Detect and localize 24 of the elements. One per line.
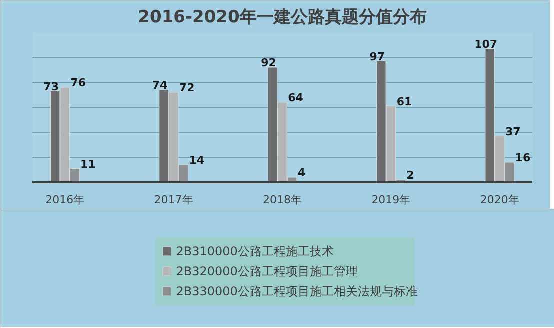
- data-label: 11: [80, 158, 96, 171]
- data-label: 97: [370, 50, 386, 64]
- x-tick-label: 2020年: [480, 194, 520, 206]
- x-tick-label: 2017年: [154, 194, 194, 206]
- data-label: 16: [515, 152, 531, 164]
- data-label: 76: [70, 76, 86, 90]
- legend-label: 2B320000公路工程项目施工管理: [176, 264, 358, 278]
- x-tick-label: 2019年: [372, 194, 411, 206]
- data-label: 73: [44, 80, 59, 94]
- x-tick-label: 2018年: [263, 194, 302, 206]
- data-label: 4: [298, 166, 306, 180]
- data-label: 72: [179, 82, 195, 94]
- data-label: 92: [261, 56, 276, 70]
- data-label: 64: [288, 92, 304, 104]
- data-label: 107: [474, 38, 498, 51]
- data-label: 61: [396, 95, 412, 108]
- legend-label: 2B310000公路工程施工技术: [176, 244, 334, 258]
- data-label: 74: [152, 79, 168, 92]
- data-label: 2: [406, 169, 414, 182]
- chart-title: 2016-2020年一建公路真题分值分布: [138, 8, 427, 28]
- data-label: 37: [506, 125, 521, 138]
- data-label: 14: [189, 154, 205, 167]
- legend-label: 2B330000公路工程项目施工相关法规与标准: [176, 284, 418, 298]
- x-tick-label: 2016年: [46, 194, 85, 206]
